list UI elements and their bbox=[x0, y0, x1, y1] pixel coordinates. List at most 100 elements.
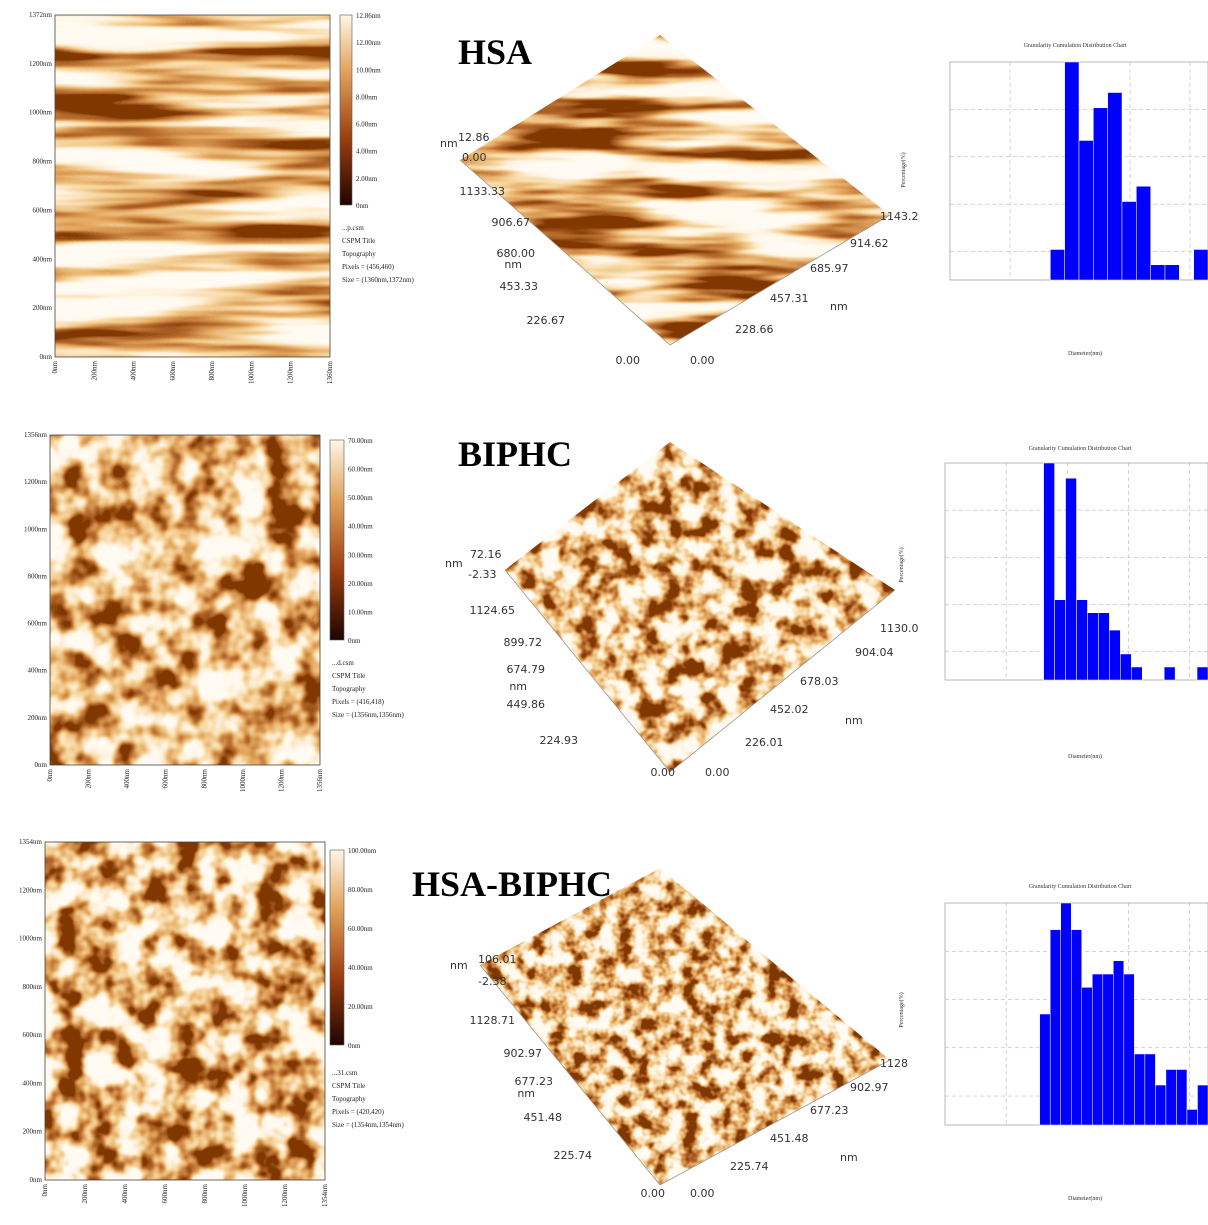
histogram-bar bbox=[1194, 249, 1208, 280]
y-tick-label: 0.00 bbox=[651, 766, 676, 779]
histogram-bar bbox=[1055, 600, 1066, 680]
y-tick-label: 800nm bbox=[23, 983, 43, 991]
y-tick-label: 1356nm bbox=[24, 431, 48, 439]
histogram-bar bbox=[1065, 62, 1079, 280]
x-tick-label: 600nm bbox=[162, 768, 170, 788]
panel-row: 1356nm1200nm1000nm800nm600nm400nm200nm0n… bbox=[24, 431, 1208, 792]
y-tick-label: 1124.65 bbox=[470, 604, 516, 617]
x-axis-label: Diameter(nm) bbox=[1068, 753, 1102, 760]
caption-line: CSPM Title bbox=[332, 672, 365, 680]
histogram-bar bbox=[1176, 1070, 1187, 1126]
x-tick-label: 0nm bbox=[41, 1183, 49, 1196]
histogram-bar bbox=[1124, 974, 1135, 1125]
y-tick-label: 1133.33 bbox=[460, 185, 506, 198]
colorbar-label: 10.00nm bbox=[348, 608, 373, 616]
x-tick-label: 677.23 bbox=[810, 1104, 849, 1117]
histogram-bar bbox=[1165, 265, 1179, 280]
caption-line: Pixels = (420,420) bbox=[332, 1108, 385, 1116]
x-tick-label: 400nm bbox=[121, 1183, 129, 1203]
x-tick-label: 914.62 bbox=[850, 237, 889, 250]
y-tick-label: 200nm bbox=[33, 304, 53, 312]
colorbar-label: 80.00nm bbox=[348, 886, 373, 894]
x-tick-label: 685.97 bbox=[810, 262, 849, 275]
y-tick-label: 1200nm bbox=[24, 478, 48, 486]
panel-row: 1372nm 1200nm 1000nm 800nm 600nm 400nm 200nm 0n… bbox=[29, 11, 1208, 384]
histogram-bar bbox=[1113, 961, 1124, 1125]
caption-line: Size = (1356nm,1356nm) bbox=[332, 711, 404, 719]
z-tick-label: 0.00 bbox=[462, 151, 487, 164]
histogram-bar bbox=[1066, 478, 1077, 680]
y-tick-label: 224.93 bbox=[540, 734, 579, 747]
y-unit: nm bbox=[509, 680, 527, 693]
histogram-bar bbox=[1103, 974, 1114, 1125]
histogram-bar bbox=[1134, 1054, 1145, 1125]
colorbar-label: 40.00nm bbox=[348, 523, 373, 531]
panel-row: 1354nm1200nm1000nm800nm600nm400nm200nm0n… bbox=[19, 838, 1208, 1207]
x-tick-label: 1000nm bbox=[247, 360, 255, 384]
x-tick-label: 225.74 bbox=[730, 1160, 769, 1173]
histogram-bar bbox=[1044, 463, 1055, 680]
y-axis-label: Percentage(%) bbox=[898, 547, 905, 582]
y-tick-label: 0nm bbox=[30, 1176, 43, 1184]
histogram-bar bbox=[1145, 1054, 1156, 1125]
y-tick-label: 1128.71 bbox=[470, 1014, 516, 1027]
y-axis-label: Percentage(%) bbox=[898, 992, 905, 1027]
y-tick-label: 1354nm bbox=[19, 838, 43, 846]
z-unit: nm bbox=[445, 557, 463, 570]
colorbar-label: 100.00nm bbox=[348, 847, 377, 855]
x-tick-label: 457.31 bbox=[770, 292, 809, 305]
caption-line: ...d.csm bbox=[332, 659, 354, 667]
histogram-bar bbox=[1082, 987, 1093, 1125]
x-tick-label: 1356nm bbox=[316, 768, 324, 792]
x-axis-label: Diameter(nm) bbox=[1068, 1195, 1102, 1202]
y-tick-label: 1000nm bbox=[19, 935, 43, 943]
z-tick-label: 12.86 bbox=[458, 131, 490, 144]
y-tick-label: 1200nm bbox=[29, 60, 53, 68]
histogram-bar bbox=[1120, 654, 1131, 680]
y-tick-label: 1000nm bbox=[24, 525, 48, 533]
z-tick-label: -2.33 bbox=[468, 568, 496, 581]
y-tick-label: 0nm bbox=[35, 761, 48, 769]
colorbar-label: 6.00nm bbox=[356, 121, 378, 129]
histogram-bar bbox=[1131, 667, 1142, 680]
histogram-bar bbox=[1079, 140, 1093, 280]
caption-line: ...p.csm bbox=[342, 224, 364, 232]
colorbar-label: 60.00nm bbox=[348, 466, 373, 474]
x-tick-label: 0.00 bbox=[690, 1187, 715, 1200]
caption-line: Pixels = (456,460) bbox=[342, 263, 395, 271]
x-tick-label: 800nm bbox=[208, 360, 216, 380]
x-tick-label: 1200nm bbox=[287, 360, 295, 384]
histogram-bar bbox=[1187, 1109, 1198, 1125]
histogram-bar bbox=[1108, 93, 1122, 280]
y-tick-label: 400nm bbox=[28, 667, 48, 675]
x-unit: nm bbox=[845, 714, 863, 727]
x-tick-label: 800nm bbox=[201, 1183, 209, 1203]
colorbar-label: 70.00nm bbox=[348, 437, 373, 445]
y-tick-label: 899.72 bbox=[504, 636, 543, 649]
y-tick-label: 906.67 bbox=[492, 216, 531, 229]
sample-title: BIPHC bbox=[458, 434, 572, 474]
x-tick-label: 600nm bbox=[169, 360, 177, 380]
y-axis-label: Percentage(%) bbox=[900, 152, 907, 187]
x-tick-label: 600nm bbox=[161, 1183, 169, 1203]
histogram-bar bbox=[1050, 249, 1064, 280]
colorbar-label: 12.86nm bbox=[356, 12, 381, 20]
y-unit: nm bbox=[517, 1087, 535, 1100]
histogram-bar bbox=[1151, 265, 1165, 280]
x-tick-label: 1000nm bbox=[241, 1183, 249, 1207]
y-tick-label: 0.00 bbox=[616, 354, 641, 367]
y-tick-label: 449.86 bbox=[507, 698, 546, 711]
colorbar-label: 2.00nm bbox=[356, 175, 378, 183]
x-tick-label: 400nm bbox=[123, 768, 131, 788]
x-tick-label: 400nm bbox=[130, 360, 138, 380]
surface-3d bbox=[505, 442, 895, 772]
y-tick-label: 1372nm bbox=[29, 11, 53, 19]
histogram-bar bbox=[1087, 613, 1098, 680]
x-tick-label: 1130.0 bbox=[880, 622, 919, 635]
y-tick-label: 0nm bbox=[40, 353, 53, 361]
y-tick-label: 451.48 bbox=[524, 1111, 563, 1124]
histogram-bar bbox=[1077, 600, 1088, 680]
x-tick-label: 678.03 bbox=[800, 675, 839, 688]
colorbar-label: 0nm bbox=[348, 637, 361, 645]
caption-line: Pixels = (416,418) bbox=[332, 698, 385, 706]
